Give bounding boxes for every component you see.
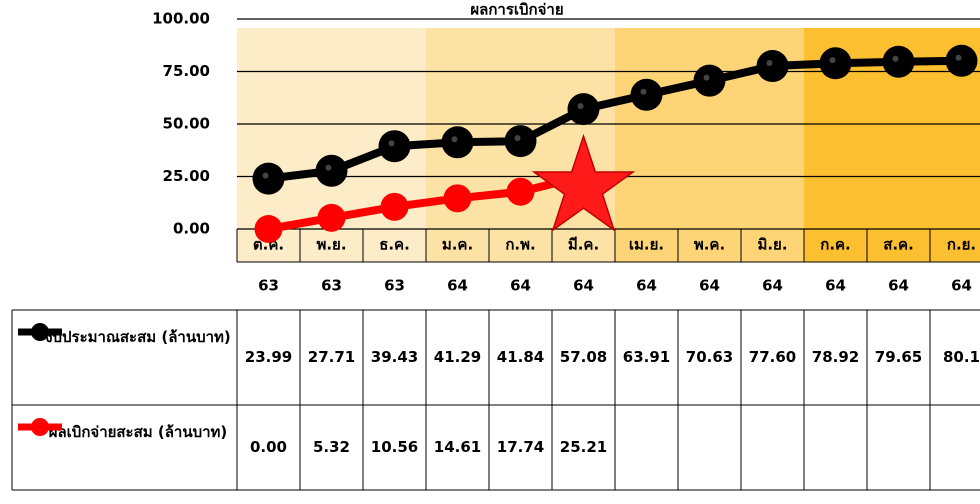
point xyxy=(317,203,346,232)
x-year-label: 64 xyxy=(510,277,531,295)
point xyxy=(630,78,663,111)
point-shine xyxy=(892,55,899,62)
point xyxy=(819,47,852,80)
y-tick-label: 50.00 xyxy=(163,115,210,133)
value-label: 70.63 xyxy=(686,348,733,366)
value-label: 27.71 xyxy=(308,348,355,366)
y-tick-label: 25.00 xyxy=(163,167,210,185)
point xyxy=(506,177,535,206)
x-tick-label: ก.ค. xyxy=(820,236,851,254)
value-label: 41.84 xyxy=(497,348,544,366)
x-year-label: 64 xyxy=(825,277,846,295)
y-tick-label: 100.00 xyxy=(152,10,210,28)
point xyxy=(378,130,411,163)
legend-entry: งบประมาณสะสม (ล้านบาท) xyxy=(45,328,231,346)
value-label: 63.91 xyxy=(623,348,670,366)
value-label: 39.43 xyxy=(371,348,418,366)
y-tick-label: 75.00 xyxy=(163,62,210,80)
x-year-label: 63 xyxy=(321,277,342,295)
band xyxy=(678,28,741,262)
point xyxy=(567,93,600,126)
point-shine xyxy=(829,57,836,64)
x-year-label: 64 xyxy=(699,277,720,295)
value-label: 57.08 xyxy=(560,348,607,366)
x-year-label: 63 xyxy=(258,277,279,295)
x-tick-label: ม.ค. xyxy=(442,236,473,254)
legend-label: ผลเบิกจ่ายสะสม (ล้านบาท) xyxy=(48,423,228,441)
legend-marker xyxy=(31,418,49,436)
x-tick-label: ก.ย. xyxy=(947,236,976,254)
value-label: 5.32 xyxy=(313,438,350,456)
value-label: 79.65 xyxy=(875,348,922,366)
point-shine xyxy=(325,164,332,171)
value-label: 25.21 xyxy=(560,438,607,456)
legend-label: งบประมาณสะสม (ล้านบาท) xyxy=(45,328,231,346)
point-shine xyxy=(640,88,647,95)
point-shine xyxy=(703,74,710,81)
x-tick-label: ส.ค. xyxy=(883,236,914,254)
value-label: 10.56 xyxy=(371,438,418,456)
point xyxy=(252,162,285,195)
x-year-label: 64 xyxy=(888,277,909,295)
point xyxy=(443,184,472,213)
x-tick-label: ธ.ค. xyxy=(379,236,410,254)
x-tick-label: มิ.ย. xyxy=(757,236,787,254)
value-label: 0.00 xyxy=(250,438,287,456)
x-year-label: 64 xyxy=(447,277,468,295)
value-label: 23.99 xyxy=(245,348,292,366)
x-tick-label: พ.ค. xyxy=(694,236,725,254)
x-year-label: 64 xyxy=(636,277,657,295)
x-tick-label: พ.ย. xyxy=(316,236,346,254)
x-tick-label: เม.ย. xyxy=(629,236,664,254)
x-tick-label: ก.พ. xyxy=(505,236,535,254)
point xyxy=(441,126,474,159)
x-year-label: 64 xyxy=(762,277,783,295)
chart-title: ผลการเบิกจ่าย xyxy=(470,1,563,19)
star-marker xyxy=(531,133,636,233)
point xyxy=(504,125,537,158)
point-shine xyxy=(955,54,962,61)
point xyxy=(693,64,726,97)
band xyxy=(615,28,678,262)
value-label: 78.92 xyxy=(812,348,859,366)
point-shine xyxy=(262,172,269,179)
point xyxy=(756,50,789,83)
x-year-label: 64 xyxy=(573,277,594,295)
point-shine xyxy=(766,60,773,67)
legend-entry: ผลเบิกจ่ายสะสม (ล้านบาท) xyxy=(48,423,228,441)
point-shine xyxy=(451,136,458,143)
point-shine xyxy=(388,140,395,147)
value-label: 14.61 xyxy=(434,438,481,456)
value-label: 77.60 xyxy=(749,348,796,366)
y-tick-label: 0.00 xyxy=(173,220,210,238)
x-year-label: 63 xyxy=(384,277,405,295)
point-shine xyxy=(514,135,521,142)
value-label: 41.29 xyxy=(434,348,481,366)
point-shine xyxy=(577,103,584,110)
x-tick-label: มี.ค. xyxy=(568,236,599,254)
point xyxy=(945,44,978,77)
point xyxy=(882,45,915,78)
point xyxy=(380,192,409,221)
x-year-label: 64 xyxy=(951,277,972,295)
value-label: 80.1 xyxy=(943,348,980,366)
legend-marker xyxy=(31,323,49,341)
value-label: 17.74 xyxy=(497,438,544,456)
point xyxy=(254,215,283,243)
point xyxy=(315,154,348,187)
